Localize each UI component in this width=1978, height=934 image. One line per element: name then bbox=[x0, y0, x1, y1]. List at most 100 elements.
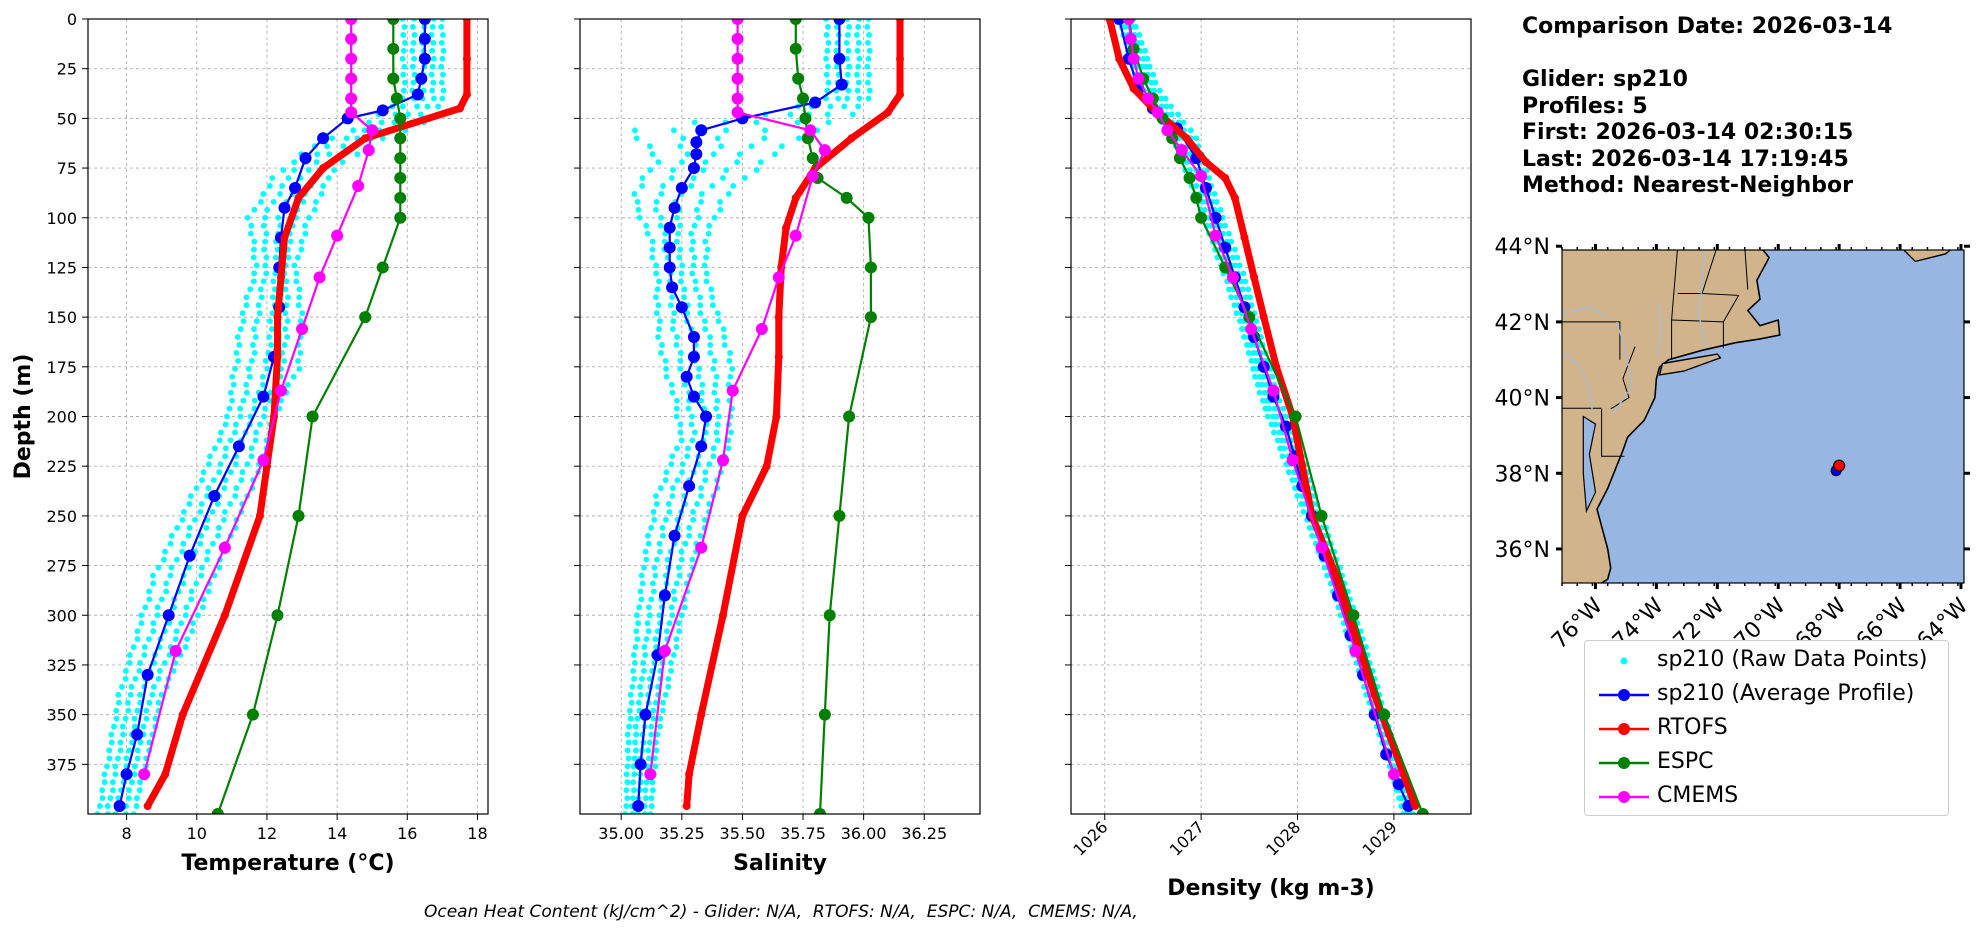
raw-point bbox=[637, 691, 644, 698]
raw-point bbox=[282, 286, 289, 293]
series-point bbox=[394, 112, 407, 125]
raw-point bbox=[230, 381, 237, 388]
raw-point bbox=[688, 421, 695, 428]
y-tick-label: 250 bbox=[46, 507, 77, 526]
lat-label: 42°N bbox=[1495, 311, 1550, 336]
raw-point bbox=[649, 787, 656, 794]
raw-point bbox=[647, 143, 653, 150]
raw-point bbox=[262, 262, 269, 269]
raw-point bbox=[168, 532, 175, 539]
raw-point bbox=[686, 532, 693, 539]
raw-point bbox=[1264, 413, 1271, 420]
x-tick-label: 35.25 bbox=[659, 824, 705, 843]
series-point bbox=[394, 172, 407, 184]
raw-point bbox=[258, 198, 264, 205]
raw-point bbox=[629, 683, 636, 690]
raw-point bbox=[660, 707, 666, 714]
raw-point bbox=[697, 294, 704, 301]
raw-point bbox=[702, 477, 709, 483]
raw-point bbox=[643, 222, 650, 229]
series-point bbox=[462, 19, 471, 23]
raw-point bbox=[137, 691, 143, 698]
raw-point bbox=[692, 286, 699, 293]
raw-point bbox=[1278, 437, 1285, 444]
legend-entry: ESPC bbox=[1585, 747, 1948, 777]
raw-point bbox=[655, 159, 662, 166]
raw-point bbox=[108, 731, 115, 738]
plot-area bbox=[94, 19, 471, 814]
raw-point bbox=[665, 501, 672, 507]
raw-point bbox=[366, 119, 372, 126]
series-point bbox=[806, 170, 819, 183]
raw-point bbox=[708, 286, 715, 293]
raw-point bbox=[253, 262, 260, 269]
raw-point bbox=[259, 373, 266, 380]
raw-point bbox=[651, 564, 658, 571]
series-point bbox=[278, 201, 291, 214]
raw-point bbox=[642, 652, 649, 658]
raw-point bbox=[657, 548, 663, 555]
raw-point bbox=[430, 79, 437, 86]
raw-point bbox=[707, 334, 714, 340]
series-point bbox=[634, 758, 647, 771]
raw-point bbox=[134, 628, 141, 635]
series-point bbox=[418, 32, 431, 45]
raw-point bbox=[674, 397, 680, 404]
raw-point bbox=[282, 326, 289, 332]
raw-point bbox=[639, 580, 646, 587]
raw-point bbox=[688, 246, 695, 253]
series-point bbox=[1351, 631, 1360, 640]
raw-point bbox=[706, 222, 713, 229]
series-point bbox=[1115, 54, 1124, 63]
raw-point bbox=[669, 453, 676, 460]
raw-point bbox=[624, 747, 631, 754]
raw-point bbox=[864, 79, 871, 86]
raw-point bbox=[726, 357, 733, 364]
raw-point bbox=[1162, 95, 1169, 102]
raw-point bbox=[653, 747, 660, 754]
raw-point bbox=[646, 739, 653, 746]
series-point bbox=[809, 96, 822, 109]
raw-point bbox=[318, 191, 325, 197]
raw-point bbox=[222, 477, 229, 483]
raw-point bbox=[694, 501, 700, 507]
raw-point bbox=[693, 206, 700, 213]
raw-point bbox=[305, 167, 312, 173]
raw-point bbox=[824, 24, 831, 30]
raw-point bbox=[296, 286, 303, 293]
raw-point bbox=[622, 811, 629, 814]
series-point bbox=[1411, 802, 1420, 811]
series-sp210-average-profile- bbox=[632, 19, 848, 813]
raw-point bbox=[430, 39, 437, 46]
raw-point bbox=[295, 357, 301, 364]
raw-point bbox=[150, 580, 157, 587]
raw-point bbox=[688, 183, 695, 189]
raw-point bbox=[104, 811, 111, 814]
raw-point bbox=[158, 596, 165, 603]
raw-point bbox=[656, 278, 662, 285]
raw-point bbox=[697, 302, 704, 309]
raw-point bbox=[417, 111, 424, 118]
raw-point bbox=[222, 509, 228, 515]
series-point bbox=[394, 132, 407, 145]
raw-point bbox=[641, 644, 648, 650]
raw-point bbox=[1168, 111, 1175, 118]
raw-point bbox=[627, 707, 633, 714]
series-point bbox=[208, 490, 221, 502]
raw-point bbox=[652, 755, 658, 762]
legend-swatch bbox=[1620, 657, 1628, 665]
series-point bbox=[131, 728, 144, 741]
y-tick-label: 325 bbox=[46, 656, 77, 675]
raw-point bbox=[681, 381, 688, 388]
raw-point bbox=[122, 675, 129, 682]
raw-point bbox=[630, 668, 637, 674]
raw-point bbox=[699, 381, 706, 388]
y-tick-label: 225 bbox=[46, 457, 77, 476]
series-point bbox=[255, 511, 264, 520]
raw-point bbox=[243, 294, 250, 301]
raw-point bbox=[1122, 24, 1128, 30]
raw-point bbox=[251, 326, 257, 332]
raw-point bbox=[1266, 405, 1273, 412]
series-point bbox=[833, 509, 846, 522]
raw-point bbox=[267, 318, 273, 324]
